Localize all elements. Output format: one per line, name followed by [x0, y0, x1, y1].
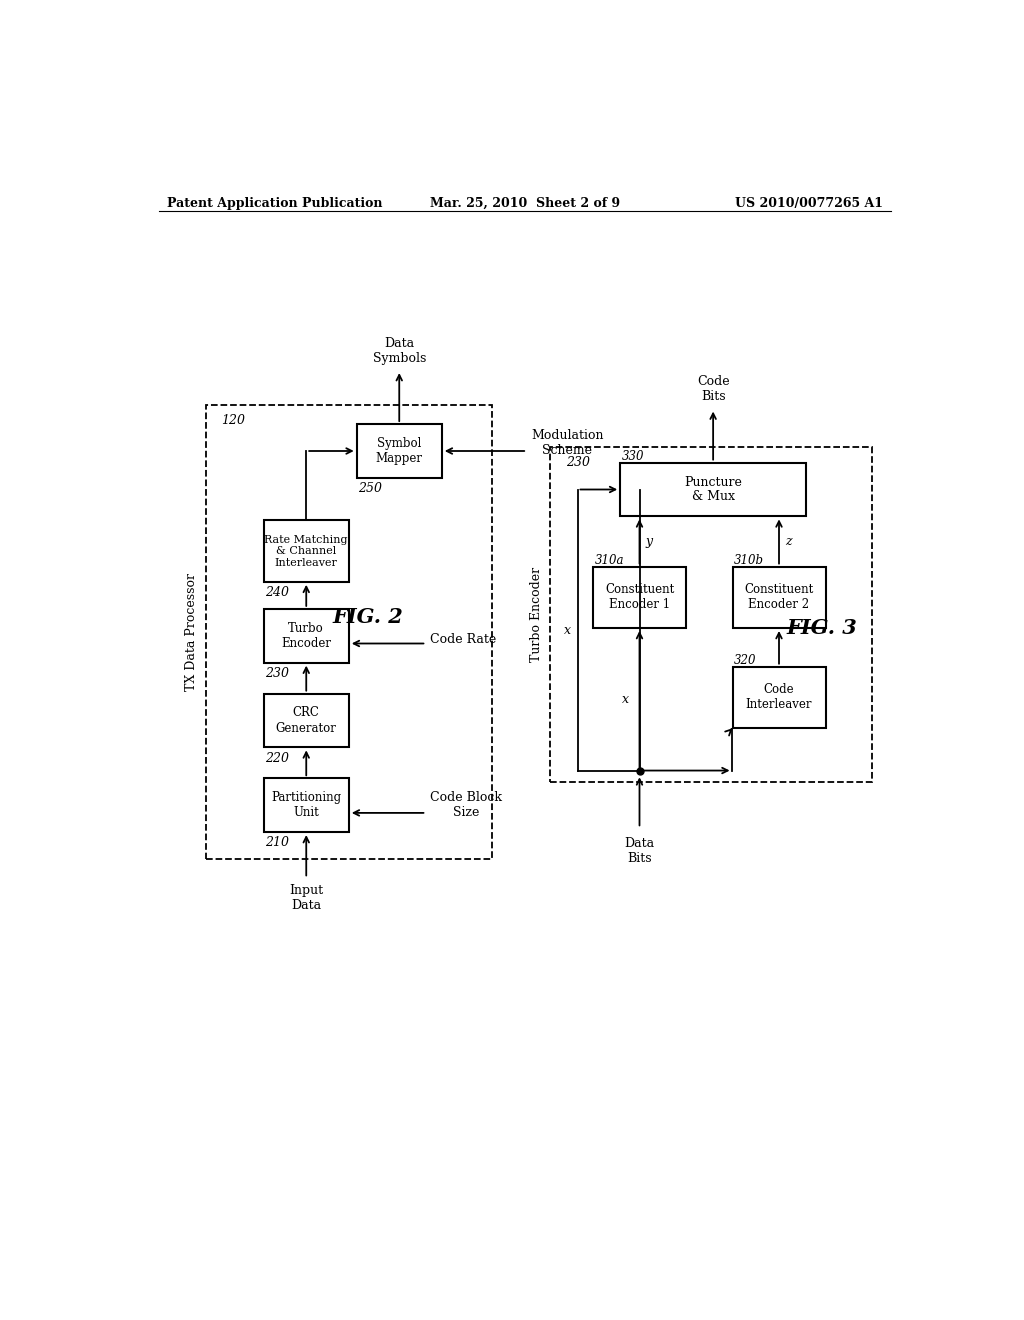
Text: 310b: 310b — [734, 554, 764, 566]
Text: 210: 210 — [265, 837, 289, 850]
Bar — [263, 520, 349, 582]
Text: x: x — [564, 623, 571, 636]
Text: Turbo
Encoder: Turbo Encoder — [282, 622, 331, 649]
Bar — [593, 566, 686, 628]
Bar — [263, 779, 349, 832]
Text: Input
Data: Input Data — [289, 883, 324, 912]
Text: 230: 230 — [566, 455, 590, 469]
Bar — [263, 693, 349, 747]
Text: Modulation
Scheme: Modulation Scheme — [531, 429, 603, 457]
Text: 330: 330 — [622, 450, 644, 463]
Text: Code Rate: Code Rate — [430, 634, 497, 647]
Text: US 2010/0077265 A1: US 2010/0077265 A1 — [735, 197, 883, 210]
Text: 230: 230 — [265, 667, 289, 680]
Text: 250: 250 — [358, 482, 382, 495]
Bar — [263, 609, 349, 663]
Bar — [206, 405, 493, 859]
Text: Patent Application Publication: Patent Application Publication — [167, 197, 382, 210]
Text: 320: 320 — [734, 653, 757, 667]
Bar — [356, 424, 442, 478]
Text: Turbo Encoder: Turbo Encoder — [530, 568, 543, 663]
Text: 120: 120 — [221, 413, 245, 426]
Text: Data
Bits: Data Bits — [625, 837, 654, 866]
Text: FIG. 3: FIG. 3 — [786, 618, 857, 638]
Bar — [732, 566, 825, 628]
Bar — [732, 667, 825, 729]
Bar — [550, 447, 872, 781]
Text: Partitioning
Unit: Partitioning Unit — [271, 791, 341, 820]
Text: CRC
Generator: CRC Generator — [275, 706, 337, 734]
Text: TX Data Processor: TX Data Processor — [185, 573, 198, 690]
Text: Rate Matching
& Channel
Interleaver: Rate Matching & Channel Interleaver — [264, 535, 348, 568]
Text: z: z — [785, 535, 792, 548]
Text: Constituent
Encoder 1: Constituent Encoder 1 — [605, 583, 674, 611]
Text: 310a: 310a — [595, 554, 624, 566]
Text: Code
Bits: Code Bits — [696, 375, 729, 404]
Text: Constituent
Encoder 2: Constituent Encoder 2 — [744, 583, 814, 611]
Text: 220: 220 — [265, 751, 289, 764]
Text: Puncture
& Mux: Puncture & Mux — [684, 475, 742, 503]
Text: 240: 240 — [265, 586, 289, 599]
Bar — [621, 462, 806, 516]
Text: Code Block
Size: Code Block Size — [430, 791, 502, 820]
Text: Code
Interleaver: Code Interleaver — [745, 684, 812, 711]
Text: Symbol
Mapper: Symbol Mapper — [376, 437, 423, 465]
Text: FIG. 2: FIG. 2 — [333, 607, 403, 627]
Text: Data
Symbols: Data Symbols — [373, 337, 426, 364]
Text: Mar. 25, 2010  Sheet 2 of 9: Mar. 25, 2010 Sheet 2 of 9 — [430, 197, 620, 210]
Text: x: x — [622, 693, 629, 706]
Text: y: y — [646, 535, 653, 548]
